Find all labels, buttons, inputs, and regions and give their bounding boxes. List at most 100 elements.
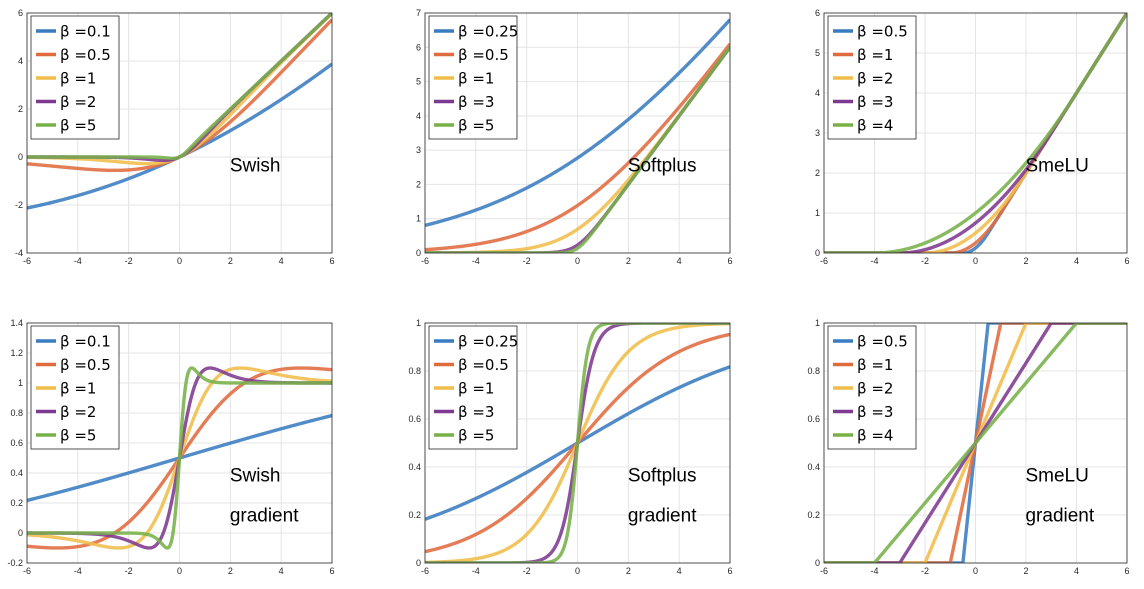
x-tick-label: 2 [626, 256, 631, 266]
y-tick-label: 3 [815, 128, 820, 138]
y-tick-label: 7 [416, 8, 421, 18]
legend-entry-label: β =1 [857, 356, 893, 374]
panel-annotation: Swish [230, 155, 281, 176]
panel-annotation: SmeLU [1025, 465, 1088, 486]
x-tick-label: 6 [727, 566, 732, 576]
x-tick-label: 4 [1074, 256, 1079, 266]
x-tick-label: 2 [228, 256, 233, 266]
panel-annotation: gradient [1025, 505, 1094, 526]
series-line-beta-5 [27, 13, 332, 161]
x-tick-label: 2 [1023, 256, 1028, 266]
y-tick-label: 0 [815, 248, 820, 258]
y-tick-label: 4 [416, 111, 421, 121]
y-tick-label: 0.6 [10, 438, 23, 448]
x-tick-label: 6 [329, 566, 334, 576]
axes-frame [823, 12, 1128, 254]
y-tick-label: 4 [18, 56, 23, 66]
legend-entry-label: β =4 [857, 427, 893, 445]
x-tick-label: -6 [23, 566, 31, 576]
legend-entry-label: β =2 [60, 93, 96, 111]
y-tick-label: 0.8 [10, 408, 23, 418]
legend-entry-label: β =0.25 [458, 333, 518, 351]
x-tick-label: -2 [921, 256, 929, 266]
x-tick-label: -2 [125, 256, 133, 266]
legend-entry-label: β =0.5 [857, 23, 908, 41]
y-tick-label: 0.4 [408, 462, 421, 472]
legend-entry-label: β =5 [458, 117, 494, 135]
y-tick-label: 2 [18, 104, 23, 114]
x-tick-label: -4 [870, 256, 878, 266]
legend: β =0.25 β =0.5 β =1 β =3 β =5 [428, 325, 518, 450]
y-tick-label: 0 [416, 248, 421, 258]
legend: β =0.1 β =0.5 β =1 β =2 β =5 [30, 15, 120, 140]
legend-entry-label: β =5 [60, 117, 96, 135]
x-tick-label: -6 [421, 256, 429, 266]
legend: β =0.5 β =1 β =2 β =3 β =4 [827, 15, 917, 140]
y-tick-label: 5 [815, 48, 820, 58]
y-tick-label: 0 [18, 152, 23, 162]
y-tick-label: 0.8 [408, 366, 421, 376]
y-tick-label: 0.6 [807, 414, 820, 424]
x-tick-label: 4 [1074, 566, 1079, 576]
y-tick-label: 0 [18, 528, 23, 538]
subplot-softplus-gradient: -6 -4 -2 0 2 4 600.20.40.60.81β =0.25β =0.5β =… [408, 318, 732, 576]
y-tick-label: 0.4 [807, 462, 820, 472]
legend: β =0.5 β =1 β =2 β =3 β =4 [827, 325, 917, 450]
legend-entry-label: β =4 [857, 117, 893, 135]
legend-entry-label: β =1 [458, 70, 494, 88]
y-tick-label: 1.4 [10, 318, 23, 328]
legend-entry-label: β =1 [60, 380, 96, 398]
y-tick-label: 1.2 [10, 348, 23, 358]
x-tick-label: -6 [820, 256, 828, 266]
x-tick-label: 6 [1124, 566, 1129, 576]
legend-entry-label: β =1 [60, 70, 96, 88]
y-tick-label: 6 [18, 8, 23, 18]
legend-entry-label: β =3 [857, 93, 893, 111]
y-tick-label: 6 [815, 8, 820, 18]
x-tick-label: -2 [921, 566, 929, 576]
x-tick-label: 6 [727, 256, 732, 266]
legend-entry-label: β =0.5 [857, 333, 908, 351]
legend: β =0.1 β =0.5 β =1 β =2 β =5 [30, 325, 120, 450]
legend-entry-label: β =0.5 [60, 356, 111, 374]
legend-entry-label: β =1 [458, 380, 494, 398]
series-line-beta-5 [425, 323, 730, 563]
x-tick-label: -2 [125, 566, 133, 576]
subplot-swish-gradient: -6 -4 -2 0 2 4 6 -0.2 0 0.2 0.4 0.6 0.8 1 1.2 1.4 β =0.1… [7, 318, 334, 576]
x-tick-label: 0 [575, 256, 580, 266]
legend-entry-label: β =0.5 [458, 356, 509, 374]
panel-annotation: Softplus [628, 465, 697, 486]
legend-entry-label: β =3 [458, 93, 494, 111]
x-tick-label: 4 [677, 256, 682, 266]
x-tick-label: 2 [1023, 566, 1028, 576]
x-tick-label: 6 [1124, 256, 1129, 266]
y-tick-label: 1 [416, 214, 421, 224]
x-tick-label: -4 [472, 566, 480, 576]
axes-frame [26, 322, 333, 564]
x-tick-label: -6 [421, 566, 429, 576]
x-tick-label: 6 [329, 256, 334, 266]
y-tick-label: 0.8 [807, 366, 820, 376]
x-tick-label: 0 [177, 256, 182, 266]
panel-annotation: gradient [230, 505, 299, 526]
y-tick-label: -4 [15, 248, 23, 258]
x-tick-label: -4 [472, 256, 480, 266]
series-line-beta-4 [824, 13, 1127, 253]
y-tick-label: 2 [815, 168, 820, 178]
legend: β =0.25 β =0.5 β =1 β =3 β =5 [428, 15, 518, 140]
x-tick-label: -2 [523, 256, 531, 266]
legend-entry-label: β =5 [458, 427, 494, 445]
axes-frame [424, 322, 731, 564]
x-tick-label: -4 [74, 566, 82, 576]
subplot-smelu-gradient: -6 -4 -2 0 2 4 600.20.40.60.81β =0.5β =1β =2β … [807, 318, 1129, 576]
x-tick-label: 2 [228, 566, 233, 576]
y-tick-label: 1 [18, 378, 23, 388]
legend-entry-label: β =2 [857, 70, 893, 88]
x-tick-label: -6 [820, 566, 828, 576]
legend-entry-label: β =0.5 [60, 46, 111, 64]
x-tick-label: 4 [279, 566, 284, 576]
x-tick-label: -2 [523, 566, 531, 576]
y-tick-label: -0.2 [7, 558, 23, 568]
series-line-beta-0-25 [425, 18, 730, 228]
